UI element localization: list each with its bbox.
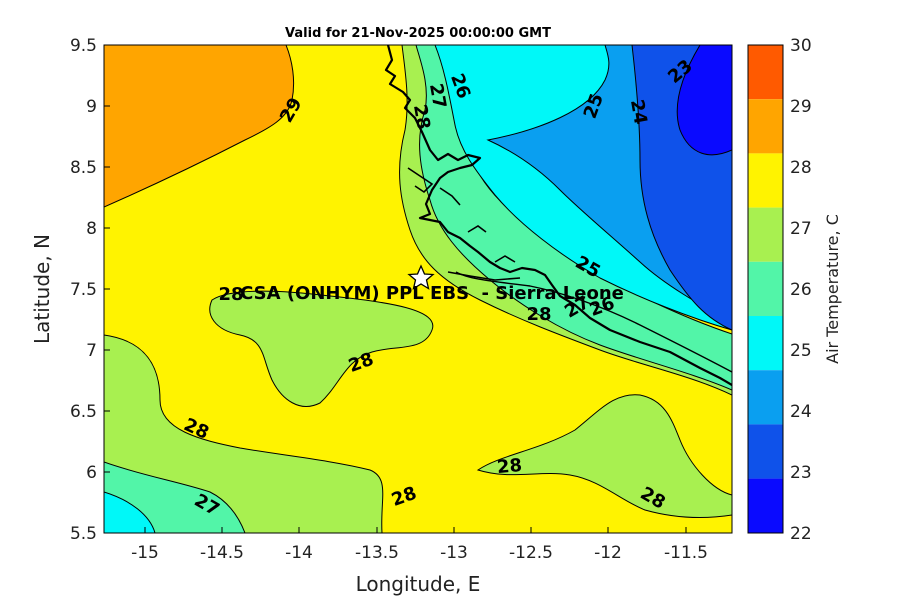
contour-label: 27 <box>425 82 450 110</box>
colorbar-tick-label: 27 <box>790 219 812 239</box>
map-plot-area <box>104 45 732 533</box>
colorbar-bin-28-29 <box>748 99 783 154</box>
colorbar-tick-label: 26 <box>790 280 812 300</box>
colorbar-frame <box>747 44 784 534</box>
x-tick-label: -12.5 <box>509 543 553 563</box>
zone-22-23 <box>676 45 732 156</box>
coastline-islands <box>455 271 732 373</box>
colorbar-label: Air Temperature, C <box>823 214 842 364</box>
y-axis: 9.5 9 8.5 8 7.5 7 6.5 6 5.5 <box>70 36 110 544</box>
zone-27-28-blob <box>209 290 434 407</box>
contour-label: 24 <box>626 98 651 126</box>
map-title: Valid for 21-Nov-2025 00:00:00 GMT <box>285 26 551 41</box>
colorbar-tick-label: 24 <box>790 402 812 422</box>
colorbar-bin-21-22 <box>748 478 783 533</box>
colorbar-bin-24-25 <box>748 316 783 371</box>
colorbar-tick-label: 23 <box>790 463 812 483</box>
x-axis-label: Longitude, E <box>356 572 481 596</box>
x-tick-label: -13 <box>440 543 468 563</box>
colorbar-bin-26-27 <box>748 207 783 262</box>
x-tick-label: -15 <box>131 543 159 563</box>
y-tick-label: 9 <box>86 97 97 117</box>
colorbar-tick-label: 30 <box>790 36 812 56</box>
zone-29-30 <box>104 45 295 208</box>
colorbar-bin-23-24 <box>748 370 783 425</box>
y-tick-label: 7.5 <box>70 280 97 300</box>
zone-27-28-se <box>476 394 732 518</box>
colorbar-bin-29-30 <box>748 45 783 100</box>
x-tick-label: -13.5 <box>355 543 399 563</box>
contour-label: 28 <box>409 103 434 131</box>
colorbar-tick-label: 28 <box>790 158 812 178</box>
y-tick-label: 6.5 <box>70 402 97 422</box>
colorbar-bin-22-23 <box>748 424 783 479</box>
y-tick-label: 9.5 <box>70 36 97 56</box>
site-marker: CSA (ONHYM) PPL EBS - Sierra Leone <box>240 264 624 304</box>
y-tick-label: 7 <box>86 341 97 361</box>
colorbar: 30 29 28 27 26 25 24 23 22 Air Temperatu… <box>747 36 842 544</box>
y-axis-label: Latitude, N <box>30 234 54 344</box>
y-tick-label: 8.5 <box>70 158 97 178</box>
site-label: CSA (ONHYM) PPL EBS - Sierra Leone <box>240 283 624 304</box>
y-tick-label: 5.5 <box>70 524 97 544</box>
contour-label: 28 <box>218 284 243 305</box>
x-axis: -15 -14.5 -14 -13.5 -13 -12.5 -12 -11.5 <box>131 527 708 563</box>
contour-label: 28 <box>526 304 551 325</box>
x-tick-label: -12 <box>594 543 622 563</box>
colorbar-bin-27-28 <box>748 153 783 208</box>
coastline-estuary <box>407 167 521 281</box>
coastline <box>384 45 732 386</box>
colorbar-bin-25-26 <box>748 261 783 316</box>
y-tick-label: 6 <box>86 463 97 483</box>
contour-label: 28 <box>496 455 523 478</box>
x-tick-label: -14 <box>285 543 313 563</box>
y-tick-label: 8 <box>86 219 97 239</box>
colorbar-tick-label: 25 <box>790 341 812 361</box>
x-tick-label: -14.5 <box>200 543 244 563</box>
colorbar-tick-label: 22 <box>790 524 812 544</box>
x-tick-label: -11.5 <box>664 543 708 563</box>
star-icon <box>407 264 435 290</box>
colorbar-tick-label: 29 <box>790 97 812 117</box>
